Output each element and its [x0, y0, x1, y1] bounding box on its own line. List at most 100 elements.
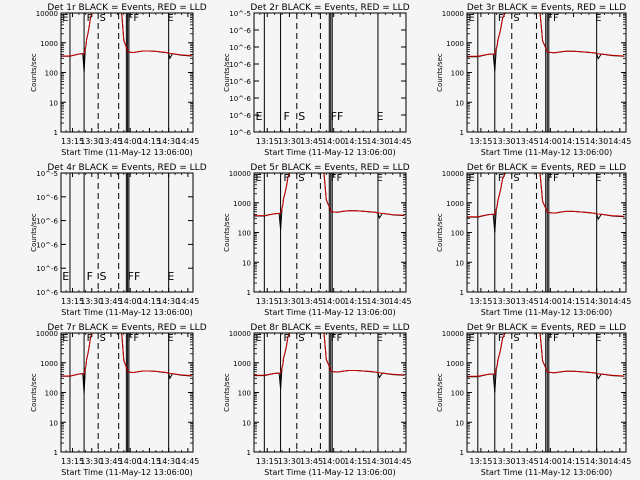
y-axis-label: Counts/sec: [30, 213, 38, 252]
event-marker-label: E: [62, 270, 69, 283]
x-tick-label: 14:15: [138, 457, 161, 466]
x-tick-label: 14:00: [539, 457, 562, 466]
x-tick-label: 14:30: [585, 457, 608, 466]
x-tick-label: 13:45: [300, 457, 323, 466]
event-marker-label: E: [469, 333, 475, 344]
y-tick-label: 1: [460, 449, 464, 457]
event-marker-label: E: [376, 110, 383, 123]
panel-title: Det 2r BLACK = Events, RED = LLD: [250, 3, 409, 13]
panel-det-5: Det 5r BLACK = Events, RED = LLD Counts/s…: [223, 163, 412, 317]
y-axis-label: Counts/sec: [436, 373, 444, 412]
series-lld-line: [467, 13, 625, 57]
event-marker-label: F: [284, 173, 290, 184]
x-tick-label: 13:15: [61, 137, 84, 146]
panel-title: Det 7r BLACK = Events, RED = LLD: [47, 323, 206, 333]
panel-det-7: Det 7r BLACK = Events, RED = LLD Counts/s…: [30, 323, 207, 477]
event-marker-label: FF: [547, 13, 559, 24]
event-marker-label: FF: [128, 333, 140, 344]
panel-title: Det 4r BLACK = Events, RED = LLD: [47, 163, 206, 173]
event-marker-label: FF: [547, 333, 559, 344]
x-tick-label: 13:45: [516, 457, 539, 466]
event-marker-label: F: [87, 270, 93, 283]
x-tick-label: 14:00: [322, 137, 345, 146]
x-tick-label: 13:30: [493, 137, 516, 146]
event-marker-label: FF: [547, 173, 559, 184]
y-tick-label: 100: [238, 230, 251, 238]
y-tick-label: 1: [54, 129, 58, 137]
y-tick-label: 1: [247, 289, 251, 297]
y-tick-label: 10^-6: [229, 61, 251, 69]
x-tick-label: 14:30: [366, 137, 389, 146]
x-tick-label: 14:00: [322, 297, 345, 306]
y-tick-label: 10^-6: [36, 194, 58, 202]
y-tick-label: 1000: [446, 200, 464, 208]
event-marker-label: S: [298, 110, 305, 123]
x-axis-label: Start Time (11-May-12 13:06:00): [481, 468, 612, 477]
y-axis-label: Counts/sec: [30, 373, 38, 412]
y-tick-label: 10: [242, 259, 251, 267]
x-tick-label: 13:30: [493, 297, 516, 306]
y-tick-label: 1: [247, 449, 251, 457]
y-tick-label: 10000: [229, 330, 251, 338]
x-tick-label: 14:45: [608, 297, 631, 306]
y-axis-label: Counts/sec: [223, 213, 231, 252]
x-tick-label: 13:45: [300, 297, 323, 306]
panel-det-6: Det 6r BLACK = Events, RED = LLD Counts/s…: [436, 163, 631, 317]
event-marker-label: E: [376, 173, 382, 184]
event-marker-label: E: [255, 333, 261, 344]
x-tick-label: 14:15: [562, 457, 585, 466]
x-tick-label: 14:45: [176, 297, 199, 306]
y-tick-label: 100: [451, 70, 464, 78]
y-tick-label: 10^-6: [36, 218, 58, 226]
event-marker-label: S: [298, 173, 304, 184]
x-tick-label: 14:30: [585, 297, 608, 306]
panel-det-9: Det 9r BLACK = Events, RED = LLD Counts/s…: [436, 323, 631, 477]
y-tick-label: 100: [45, 70, 58, 78]
y-axis-label: Counts/sec: [30, 53, 38, 92]
x-axis-label: Start Time (11-May-12 13:06:00): [61, 468, 192, 477]
event-marker-label: S: [99, 270, 106, 283]
x-tick-label: 14:30: [585, 137, 608, 146]
event-marker-label: S: [99, 333, 105, 344]
event-marker-label: E: [167, 333, 173, 344]
x-tick-label: 13:15: [61, 297, 84, 306]
plot-frame: [466, 332, 627, 453]
panel-det-4: Det 4r BLACK = Events, RED = LLD Counts/s…: [30, 163, 207, 317]
event-marker-label: E: [595, 173, 601, 184]
x-tick-label: 14:45: [176, 137, 199, 146]
y-tick-label: 1: [460, 289, 464, 297]
x-tick-label: 13:30: [493, 457, 516, 466]
series-lld-line: [61, 333, 192, 377]
x-tick-label: 13:15: [256, 297, 279, 306]
event-marker-label: E: [469, 13, 475, 24]
x-tick-label: 14:15: [138, 297, 161, 306]
y-tick-label: 10^-5: [36, 170, 58, 178]
x-tick-label: 14:00: [119, 137, 142, 146]
x-tick-label: 14:00: [322, 457, 345, 466]
x-axis-label: Start Time (11-May-12 13:06:00): [61, 148, 192, 157]
y-tick-label: 1000: [233, 200, 251, 208]
y-tick-label: 100: [451, 390, 464, 398]
y-tick-label: 10^-6: [36, 289, 58, 297]
y-tick-label: 10^-6: [229, 44, 251, 52]
x-tick-label: 13:30: [278, 297, 301, 306]
event-marker-label: E: [255, 173, 261, 184]
y-tick-label: 10: [455, 99, 464, 107]
y-axis-label: Counts/sec: [436, 53, 444, 92]
series-lld-line: [467, 333, 625, 377]
y-tick-label: 10000: [442, 330, 464, 338]
x-tick-label: 14:00: [119, 457, 142, 466]
plot-frame: [253, 172, 407, 293]
x-tick-label: 14:15: [562, 297, 585, 306]
event-marker-label: F: [87, 13, 93, 24]
y-tick-label: 10000: [36, 10, 58, 18]
x-tick-label: 14:15: [344, 297, 367, 306]
y-tick-label: 10^-6: [229, 27, 251, 35]
y-tick-label: 10^-6: [229, 129, 251, 137]
y-tick-label: 1: [54, 449, 58, 457]
y-tick-label: 10^-6: [36, 265, 58, 273]
x-axis-label: Start Time (11-May-12 13:06:00): [264, 148, 395, 157]
x-tick-label: 13:45: [99, 457, 122, 466]
event-marker-label: FF: [331, 333, 343, 344]
